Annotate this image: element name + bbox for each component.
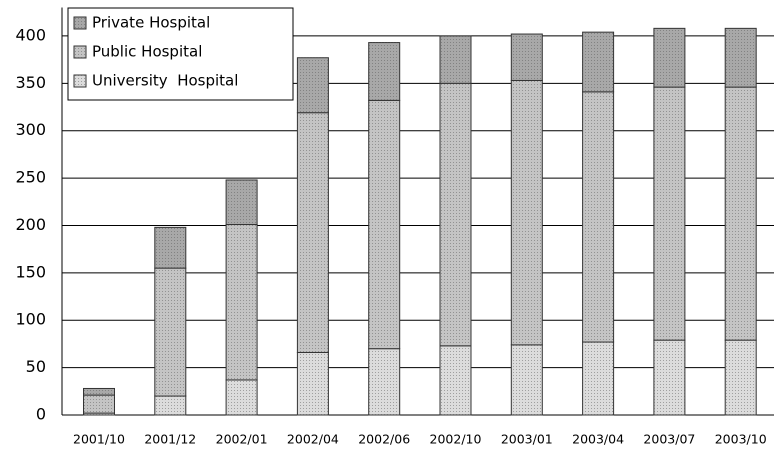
legend-label: Public Hospital — [92, 43, 202, 61]
bar-texture — [725, 87, 757, 341]
bar-texture — [440, 35, 471, 84]
bar-texture — [83, 395, 115, 414]
bar-texture — [154, 227, 186, 269]
y-tick-label: 50 — [26, 357, 46, 376]
x-tick-label: 2003/07 — [643, 432, 695, 447]
x-tick-label: 2003/04 — [572, 432, 624, 447]
y-tick-label: 150 — [15, 262, 46, 281]
x-tick-label: 2003/01 — [501, 432, 553, 447]
x-tick-label: 2001/12 — [144, 432, 196, 447]
bar-texture — [511, 344, 543, 415]
y-tick-label: 100 — [15, 310, 46, 329]
x-tick-label: 2002/10 — [430, 432, 482, 447]
bar-texture — [725, 28, 757, 88]
bar-texture — [226, 379, 258, 415]
bar-texture — [83, 413, 115, 415]
legend-swatch-texture — [74, 46, 86, 58]
bar-texture — [582, 342, 614, 415]
x-tick-label: 2002/01 — [216, 432, 268, 447]
y-tick-label: 300 — [15, 120, 46, 139]
x-tick-label: 2003/10 — [715, 432, 767, 447]
bar-texture — [368, 348, 400, 415]
bar-texture — [440, 83, 471, 346]
bar-texture — [725, 340, 757, 415]
bar-texture — [154, 268, 186, 397]
y-tick-label: 400 — [15, 25, 46, 44]
bar-texture — [226, 224, 258, 380]
bar-texture — [297, 352, 329, 415]
bar-texture — [297, 57, 329, 113]
bar-texture — [83, 388, 115, 396]
bar-texture — [511, 80, 543, 345]
bar-texture — [440, 345, 471, 415]
bar-texture — [653, 87, 685, 341]
bar-texture — [653, 340, 685, 415]
bar-texture — [154, 396, 186, 415]
y-tick-label: 250 — [15, 168, 46, 187]
legend-swatch-texture — [74, 75, 86, 87]
legend-box — [67, 7, 294, 101]
bar-texture — [582, 32, 614, 92]
legend-swatch-texture — [74, 17, 86, 29]
bar-texture — [226, 179, 258, 225]
bar-texture — [368, 42, 400, 101]
x-tick-label: 2002/04 — [287, 432, 339, 447]
legend-label: Private Hospital — [92, 14, 210, 32]
y-tick-label: 0 — [36, 405, 46, 424]
bar-texture — [368, 100, 400, 349]
x-tick-label: 2002/06 — [358, 432, 410, 447]
x-tick-label: 2001/10 — [73, 432, 125, 447]
bar-texture — [653, 28, 685, 88]
bar-texture — [297, 112, 329, 353]
y-tick-label: 350 — [15, 73, 46, 92]
legend-label: University Hospital — [92, 72, 238, 90]
y-tick-label: 200 — [15, 215, 46, 234]
bar-texture — [511, 34, 543, 81]
bar-texture — [582, 91, 614, 343]
